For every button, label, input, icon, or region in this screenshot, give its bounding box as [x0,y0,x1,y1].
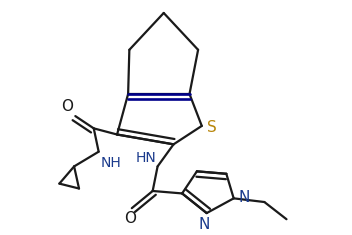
Text: N: N [199,217,210,232]
Text: O: O [61,99,73,114]
Text: S: S [207,120,217,135]
Text: NH: NH [101,156,122,170]
Text: N: N [238,190,250,205]
Text: HN: HN [136,151,156,165]
Text: O: O [125,211,137,226]
